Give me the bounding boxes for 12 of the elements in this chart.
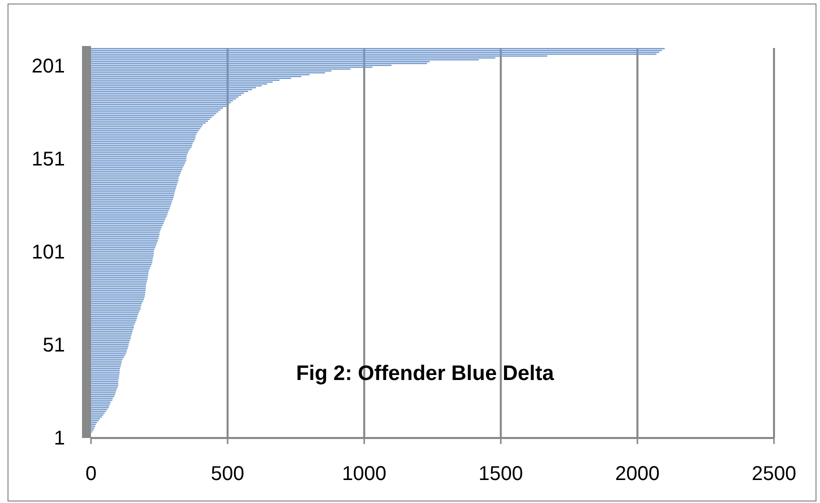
y-tick-label: 101 bbox=[32, 241, 65, 264]
x-tick-label: 1500 bbox=[478, 463, 524, 485]
x-tick-label: 2000 bbox=[615, 463, 660, 485]
y-tick-label: 151 bbox=[32, 148, 65, 170]
x-tick-label: 500 bbox=[210, 463, 244, 485]
x-tick-label: 1000 bbox=[342, 463, 386, 485]
y-tick-label: 201 bbox=[32, 55, 65, 78]
y-tick-label: 1 bbox=[54, 427, 65, 450]
x-tick-label: 2500 bbox=[752, 463, 796, 485]
text: Fig 2: Offender Blue Delta bbox=[296, 362, 554, 385]
y-tick-label: 51 bbox=[42, 334, 65, 356]
x-tick-label: 0 bbox=[85, 463, 97, 485]
